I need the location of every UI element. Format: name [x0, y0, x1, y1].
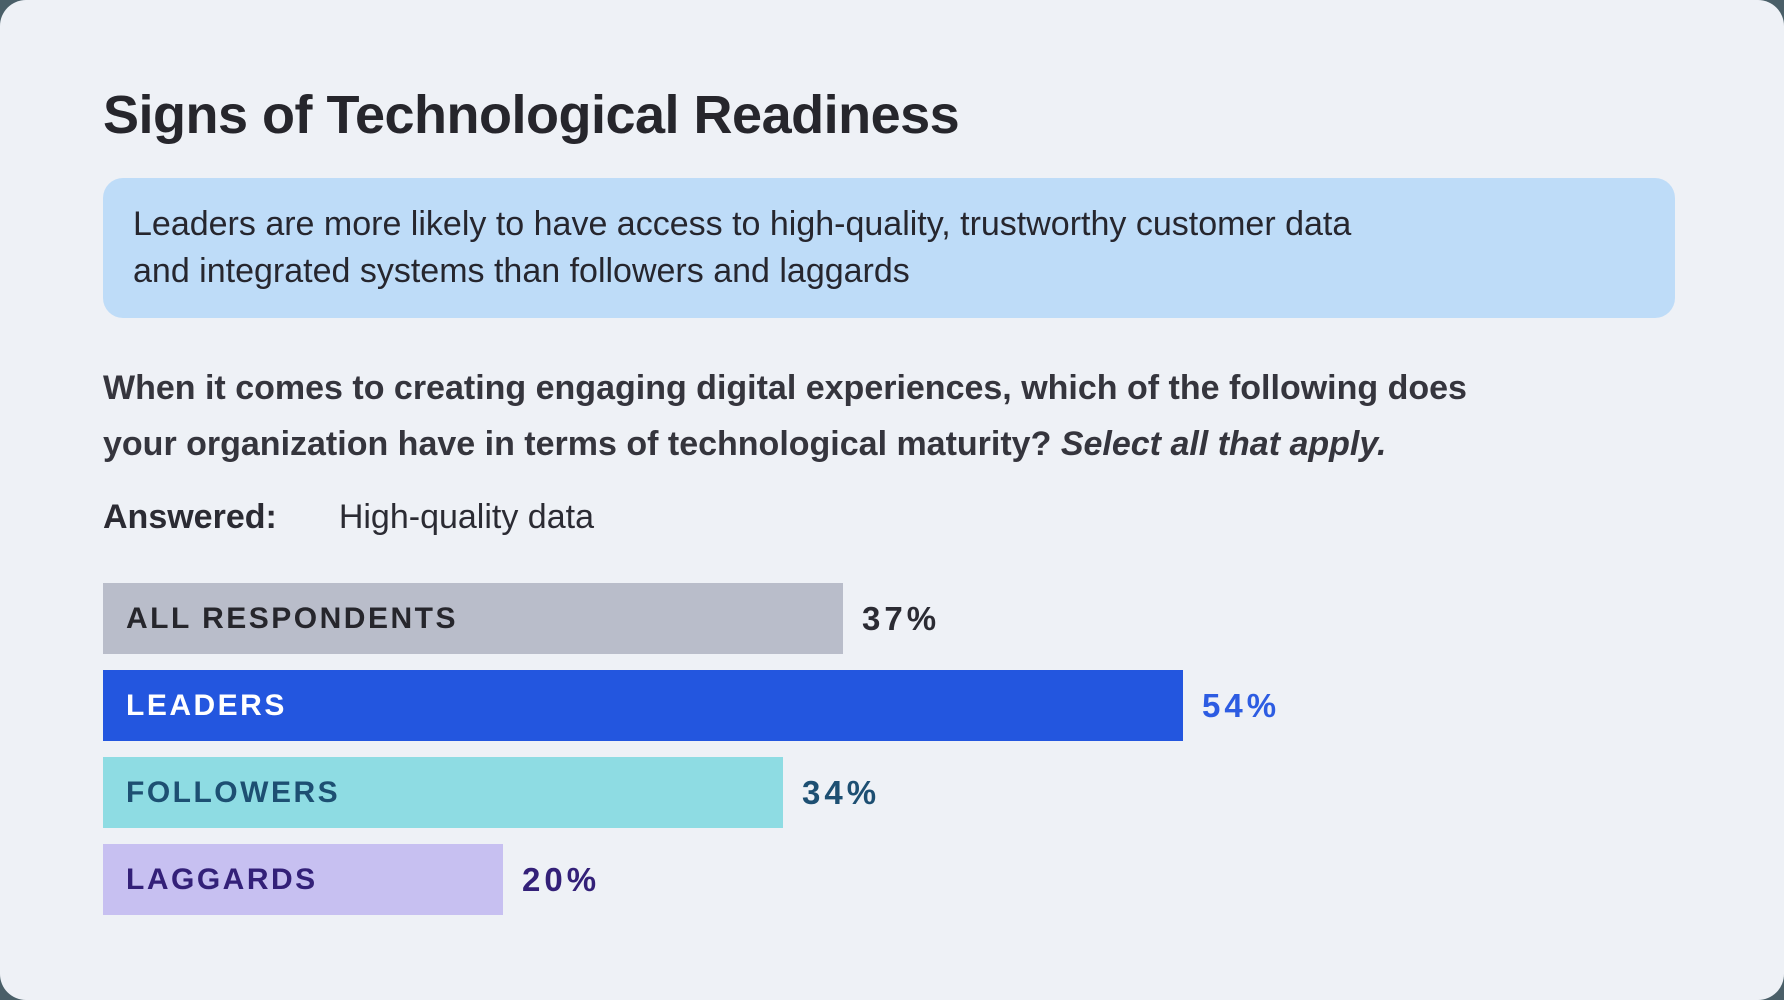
- bar-row: LEADERS 54%: [103, 670, 1675, 741]
- bar-rows: ALL RESPONDENTS 37% LEADERS 54% FOLLOWER…: [103, 583, 1675, 915]
- key-finding-callout: Leaders are more likely to have access t…: [103, 178, 1675, 318]
- bar-value-label: 34%: [802, 773, 881, 811]
- question-line-2: your organization have in terms of techn…: [103, 416, 1675, 472]
- bar-value-label: 20%: [522, 860, 601, 898]
- bar: FOLLOWERS: [103, 757, 783, 828]
- bar-row: LAGGARDS 20%: [103, 844, 1675, 915]
- survey-question: When it comes to creating engaging digit…: [103, 360, 1675, 472]
- question-line-2-text: your organization have in terms of techn…: [103, 425, 1052, 463]
- bar-value-label: 54%: [1202, 686, 1281, 724]
- bar-label: LAGGARDS: [126, 862, 318, 896]
- bar: LAGGARDS: [103, 844, 503, 915]
- bar-row: ALL RESPONDENTS 37%: [103, 583, 1675, 654]
- bar-value-label: 37%: [862, 599, 941, 637]
- bar-chart: ALL RESPONDENTS 37% LEADERS 54% FOLLOWER…: [103, 583, 1675, 915]
- callout-text-line-2: and integrated systems than followers an…: [133, 252, 910, 290]
- bar-row: FOLLOWERS 34%: [103, 757, 1675, 828]
- bar-label: FOLLOWERS: [126, 775, 341, 809]
- bar-label: ALL RESPONDENTS: [126, 601, 458, 635]
- bar: LEADERS: [103, 670, 1183, 741]
- page-title: Signs of Technological Readiness: [103, 85, 960, 145]
- answered-label: Answered:: [103, 498, 277, 536]
- question-line-1: When it comes to creating engaging digit…: [103, 369, 1467, 407]
- answered-row: Answered: High-quality data: [103, 498, 1675, 537]
- bar: ALL RESPONDENTS: [103, 583, 843, 654]
- callout-text-line-1: Leaders are more likely to have access t…: [133, 205, 1352, 243]
- bar-label: LEADERS: [126, 688, 287, 722]
- answered-value: High-quality data: [338, 498, 594, 536]
- question-select-all-note: Select all that apply.: [1060, 425, 1387, 463]
